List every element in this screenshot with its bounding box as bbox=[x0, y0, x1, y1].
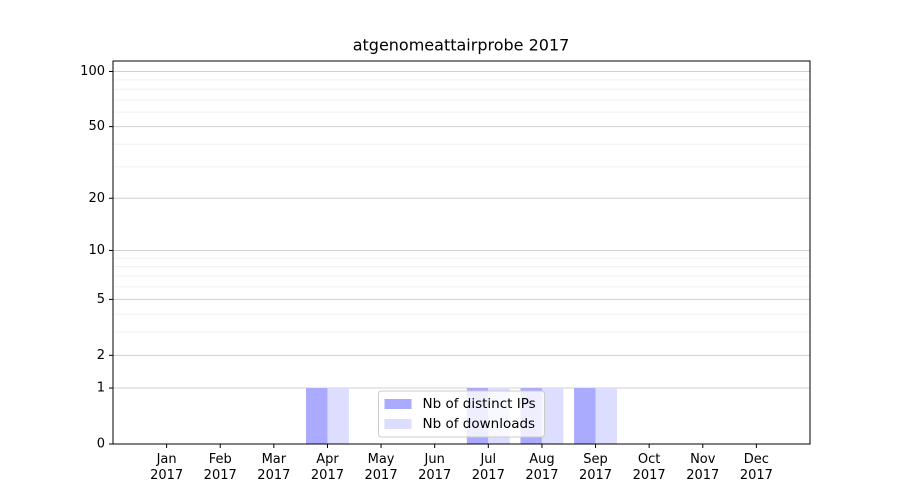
y-tick-label: 20 bbox=[88, 191, 105, 206]
x-tick-label: May 2017 bbox=[364, 452, 398, 483]
x-tick-label: Apr 2017 bbox=[310, 452, 344, 483]
x-tick-label: Jul 2017 bbox=[471, 452, 505, 483]
legend: Nb of distinct IPs Nb of downloads bbox=[378, 390, 545, 438]
x-tick-label: Jan 2017 bbox=[150, 452, 184, 483]
legend-label: Nb of downloads bbox=[423, 416, 536, 432]
legend-box bbox=[378, 390, 545, 438]
y-tick-label: 1 bbox=[97, 381, 105, 396]
legend-swatch bbox=[384, 399, 412, 409]
bar bbox=[327, 388, 349, 444]
x-tick-label: Nov 2017 bbox=[686, 452, 720, 483]
y-tick-label: 100 bbox=[80, 64, 105, 79]
plot-frame bbox=[112, 60, 811, 445]
y-tick-label: 2 bbox=[97, 348, 105, 363]
bar bbox=[306, 388, 328, 444]
x-tick-label: Jun 2017 bbox=[418, 452, 452, 483]
x-tick-label: Aug 2017 bbox=[525, 452, 559, 483]
y-tick-label: 10 bbox=[88, 243, 105, 258]
x-tick-label: Feb 2017 bbox=[203, 452, 237, 483]
x-tick-label: Oct 2017 bbox=[632, 452, 666, 483]
chart-title: atgenomeattairprobe 2017 bbox=[353, 36, 570, 55]
legend-label: Nb of distinct IPs bbox=[423, 396, 536, 412]
bar bbox=[541, 388, 564, 444]
x-tick-label: Mar 2017 bbox=[257, 452, 291, 483]
x-tick-label: Dec 2017 bbox=[739, 452, 773, 483]
grid bbox=[113, 70, 810, 445]
y-tick-label: 50 bbox=[88, 119, 105, 134]
bar bbox=[574, 388, 596, 444]
y-tick-label: 0 bbox=[97, 437, 105, 452]
bar bbox=[595, 388, 617, 444]
legend-swatch bbox=[384, 419, 412, 429]
x-tick-label: Sep 2017 bbox=[578, 452, 613, 483]
y-tick-label: 5 bbox=[97, 292, 105, 307]
